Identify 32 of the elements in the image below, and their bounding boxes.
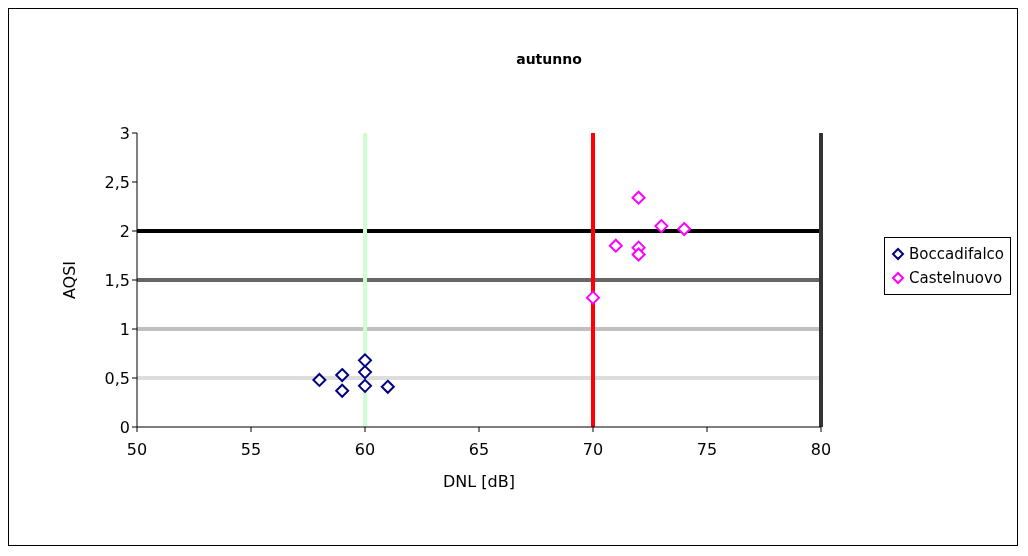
point [358, 378, 372, 393]
point [380, 379, 395, 394]
x-tick-label: 65 [468, 440, 490, 460]
y-axis-title: AQSI [59, 260, 79, 300]
x-tick-label: 75 [696, 440, 718, 460]
y-tick-label: 2,5 [104, 172, 130, 192]
point [312, 372, 327, 387]
y-tick-label: 0 [119, 417, 130, 437]
point [631, 190, 646, 205]
y-tick-label: 1 [119, 319, 130, 339]
x-tick-label: 70 [582, 440, 604, 460]
x-tick-label: 80 [810, 440, 832, 460]
point [335, 383, 350, 398]
legend-label: Castelnuovo [909, 268, 1003, 289]
point [608, 238, 623, 253]
point [358, 365, 372, 380]
x-axis-title: DNL [dB] [443, 472, 515, 491]
y-tick-label: 1,5 [104, 270, 130, 290]
legend-label: Boccadifalco [909, 244, 1004, 265]
point [677, 222, 692, 237]
point [335, 368, 350, 383]
point [654, 219, 669, 234]
chart-title: autunno [515, 51, 583, 67]
point [586, 290, 600, 305]
point [358, 353, 372, 368]
x-tick-label: 50 [126, 440, 148, 460]
y-tick-label: 0,5 [104, 368, 130, 388]
point [631, 247, 646, 262]
y-tick-label: 3 [119, 123, 130, 143]
x-tick-label: 60 [354, 440, 376, 460]
x-tick-label: 55 [240, 440, 262, 460]
y-tick-label: 2 [119, 221, 130, 241]
